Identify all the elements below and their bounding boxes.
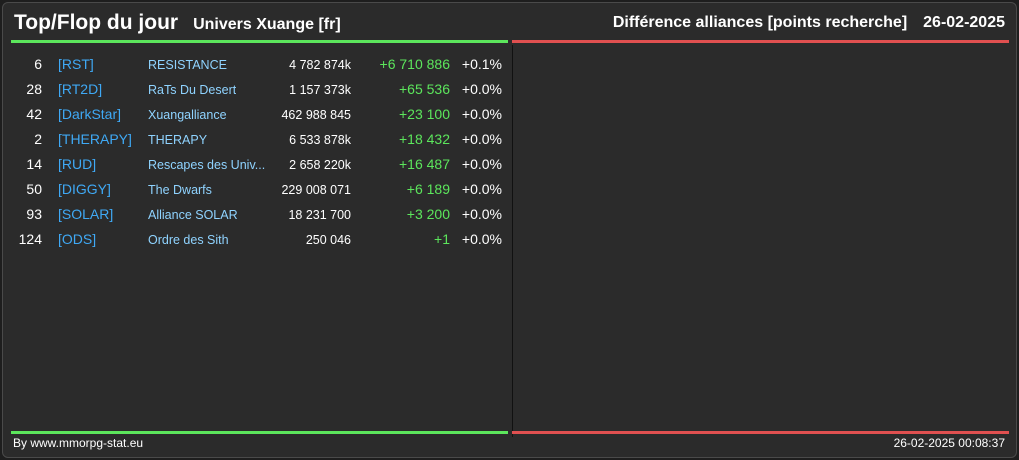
alliance-name-link[interactable]: THERAPY bbox=[148, 133, 208, 147]
alliance-tag-link[interactable]: [RUD] bbox=[58, 156, 97, 172]
points-cell: 4 782 874k bbox=[289, 58, 351, 72]
top-accent-bar bbox=[11, 40, 508, 43]
table-row: 50 [DIGGY] The Dwarfs 229 008 071 +6 189 +0.0… bbox=[3, 177, 508, 202]
alliance-tag-link[interactable]: [RT2D] bbox=[58, 81, 103, 97]
alliance-name-link[interactable]: RESISTANCE bbox=[148, 58, 227, 72]
diff-cell: +65 536 bbox=[399, 81, 450, 97]
alliance-name-link[interactable]: The Dwarfs bbox=[148, 183, 212, 197]
rank-cell: 93 bbox=[26, 206, 42, 222]
top-bottom-bar bbox=[11, 431, 508, 434]
flop-accent-bar bbox=[512, 40, 1009, 43]
alliance-name-link[interactable]: Rescapes des Univ... bbox=[148, 158, 266, 172]
generated-timestamp: 26-02-2025 00:08:37 bbox=[893, 436, 1005, 450]
percent-cell: +0.1% bbox=[461, 56, 502, 72]
points-cell: 18 231 700 bbox=[288, 208, 351, 222]
diff-cell: +6 710 886 bbox=[379, 56, 450, 72]
diff-cell: +23 100 bbox=[399, 106, 450, 122]
header-left: Top/Flop du jour Univers Xuange [fr] bbox=[14, 11, 341, 35]
rank-cell: 28 bbox=[26, 81, 42, 97]
percent-cell: +0.0% bbox=[461, 156, 502, 172]
rank-cell: 124 bbox=[18, 231, 42, 247]
alliance-name-link[interactable]: RaTs Du Desert bbox=[148, 83, 237, 97]
rank-cell: 42 bbox=[26, 106, 42, 122]
alliance-tag-link[interactable]: [DIGGY] bbox=[58, 181, 111, 197]
percent-cell: +0.0% bbox=[461, 106, 502, 122]
table-row: 93 [SOLAR] Alliance SOLAR 18 231 700 +3 200 +… bbox=[3, 202, 508, 227]
header-right: Différence alliances [points recherche] … bbox=[613, 14, 1005, 32]
points-cell: 1 157 373k bbox=[289, 83, 351, 97]
alliance-tag-link[interactable]: [SOLAR] bbox=[58, 206, 114, 222]
diff-cell: +6 189 bbox=[406, 181, 450, 197]
diff-cell: +1 bbox=[434, 231, 450, 247]
percent-cell: +0.0% bbox=[461, 181, 502, 197]
table-row: 2 [THERAPY] THERAPY 6 533 878k +18 432 +0.0% bbox=[3, 127, 508, 152]
alliance-tag-link[interactable]: [DarkStar] bbox=[58, 106, 122, 122]
rank-cell: 6 bbox=[34, 56, 42, 72]
alliance-name-link[interactable]: Xuangalliance bbox=[148, 108, 227, 122]
table-row: 6 [RST] RESISTANCE 4 782 874k +6 710 886 +0.1… bbox=[3, 52, 508, 77]
points-cell: 250 046 bbox=[305, 233, 351, 247]
percent-cell: +0.0% bbox=[461, 206, 502, 222]
table-row: 124 [ODS] Ordre des Sith 250 046 +1 +0.0% bbox=[3, 227, 508, 252]
alliance-name-link[interactable]: Ordre des Sith bbox=[148, 233, 229, 247]
rank-cell: 2 bbox=[34, 131, 42, 147]
percent-cell: +0.0% bbox=[461, 231, 502, 247]
points-cell: 229 008 071 bbox=[281, 183, 351, 197]
date-label: 26-02-2025 bbox=[923, 14, 1005, 31]
flop-bottom-bar bbox=[512, 431, 1009, 434]
points-cell: 6 533 878k bbox=[289, 133, 351, 147]
table-row: 14 [RUD] Rescapes des Univ... 2 658 220k +16… bbox=[3, 152, 508, 177]
diff-cell: +18 432 bbox=[399, 131, 450, 147]
percent-cell: +0.0% bbox=[461, 131, 502, 147]
site-credit: By www.mmorpg-stat.eu bbox=[13, 436, 144, 450]
column-divider bbox=[512, 45, 513, 437]
table-row: 28 [RT2D] RaTs Du Desert 1 157 373k +65 536 +… bbox=[3, 77, 508, 102]
table-row: 42 [DarkStar] Xuangalliance 462 988 845 +23 … bbox=[3, 102, 508, 127]
percent-cell: +0.0% bbox=[461, 81, 502, 97]
diff-cell: +3 200 bbox=[406, 206, 450, 222]
alliance-tag-link[interactable]: [THERAPY] bbox=[58, 131, 132, 147]
page-title: Top/Flop du jour bbox=[14, 11, 179, 34]
points-cell: 2 658 220k bbox=[289, 158, 351, 172]
category-label: Différence alliances [points recherche] bbox=[612, 14, 908, 31]
rank-cell: 50 bbox=[26, 181, 42, 197]
rank-cell: 14 bbox=[26, 156, 42, 172]
diff-cell: +16 487 bbox=[399, 156, 450, 172]
points-cell: 462 988 845 bbox=[281, 108, 351, 122]
alliance-name-link[interactable]: Alliance SOLAR bbox=[148, 208, 238, 222]
top-table: 6 [RST] RESISTANCE 4 782 874k +6 710 886 +0.1… bbox=[3, 52, 508, 252]
universe-label: Univers Xuange [fr] bbox=[193, 16, 341, 33]
alliance-tag-link[interactable]: [RST] bbox=[58, 56, 94, 72]
alliance-tag-link[interactable]: [ODS] bbox=[58, 231, 97, 247]
